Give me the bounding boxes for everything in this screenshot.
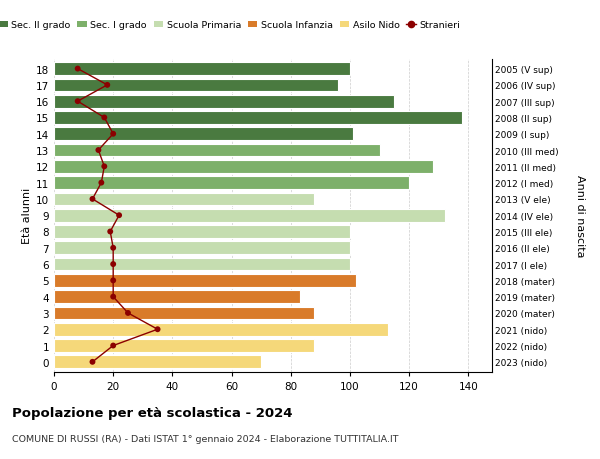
Point (103, 82, 112, 90)
Point (109, 261, 118, 268)
Bar (54, 95, 394, 108)
Point (115, 212, 124, 219)
Point (109, 277, 118, 285)
Bar (54, 112, 463, 124)
Point (109, 342, 118, 349)
Point (88, 196, 97, 203)
Bar (54, 258, 350, 271)
Point (94, 147, 103, 154)
Bar (54, 291, 299, 303)
Bar (54, 307, 314, 319)
Point (109, 131, 118, 138)
Point (100, 163, 109, 171)
Point (73, 98, 82, 106)
Point (109, 293, 118, 301)
Text: Popolazione per età scolastica - 2024: Popolazione per età scolastica - 2024 (12, 406, 293, 419)
Bar (54, 193, 314, 206)
Point (88, 358, 97, 366)
Bar (54, 340, 314, 352)
Point (100, 114, 109, 122)
Point (123, 309, 133, 317)
Bar (54, 161, 433, 174)
Y-axis label: Età alunni: Età alunni (22, 188, 32, 244)
Bar (54, 274, 356, 287)
Legend: Sec. II grado, Sec. I grado, Scuola Primaria, Scuola Infanzia, Asilo Nido, Stran: Sec. II grado, Sec. I grado, Scuola Prim… (0, 17, 464, 34)
Point (97, 179, 106, 187)
Point (109, 245, 118, 252)
Bar (54, 209, 445, 222)
Bar (54, 145, 380, 157)
Bar (54, 63, 350, 76)
Bar (54, 128, 353, 141)
Bar (54, 356, 261, 369)
Point (73, 66, 82, 73)
Y-axis label: Anni di nascita: Anni di nascita (575, 174, 585, 257)
Bar (54, 177, 409, 190)
Bar (54, 226, 350, 238)
Bar (54, 242, 350, 255)
Point (106, 228, 115, 235)
Bar (54, 79, 338, 92)
Point (153, 326, 163, 333)
Text: COMUNE DI RUSSI (RA) - Dati ISTAT 1° gennaio 2024 - Elaborazione TUTTITALIA.IT: COMUNE DI RUSSI (RA) - Dati ISTAT 1° gen… (12, 434, 398, 443)
Bar (54, 323, 388, 336)
